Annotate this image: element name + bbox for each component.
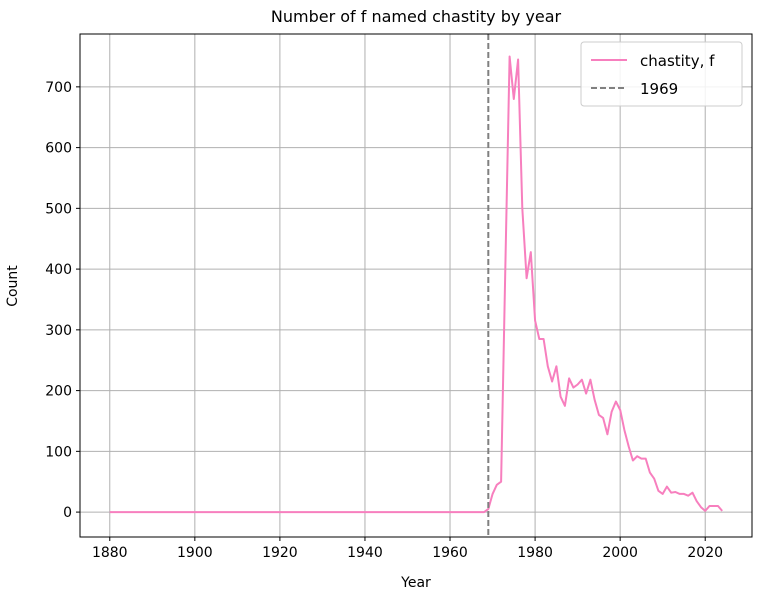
y-tick-label: 200 — [45, 384, 72, 400]
plot-frame — [79, 33, 753, 538]
y-tick-label: 600 — [45, 141, 72, 157]
x-tick-label: 2020 — [687, 545, 723, 561]
y-axis-label: Count — [5, 265, 21, 307]
y-tick-label: 400 — [45, 262, 72, 278]
legend-label-vline: 1969 — [640, 80, 678, 98]
plot-lines — [109, 34, 723, 537]
x-tick-label: 1900 — [177, 545, 213, 561]
x-tick-label: 1920 — [262, 545, 298, 561]
x-tick-label: 1980 — [517, 545, 553, 561]
legend-label-series: chastity, f — [640, 52, 715, 70]
grid — [80, 34, 752, 537]
chart-title: Number of f named chastity by year — [271, 7, 562, 26]
axis-ticks: 1880 1900 1920 1940 1960 1980 2000 2020 0 100 200 3… — [45, 80, 723, 561]
legend: chastity, f 1969 — [580, 41, 743, 107]
y-tick-label: 0 — [63, 505, 72, 521]
legend-box — [580, 41, 743, 107]
x-tick-label: 1880 — [92, 545, 128, 561]
y-tick-label: 300 — [45, 323, 72, 339]
y-tick-label: 500 — [45, 201, 72, 217]
y-tick-label: 100 — [45, 444, 72, 460]
x-tick-label: 2000 — [602, 545, 638, 561]
y-tick-label: 700 — [45, 80, 72, 96]
series-line — [109, 55, 723, 514]
x-tick-label: 1960 — [432, 545, 468, 561]
x-axis-label: Year — [400, 575, 431, 591]
x-tick-label: 1940 — [347, 545, 383, 561]
